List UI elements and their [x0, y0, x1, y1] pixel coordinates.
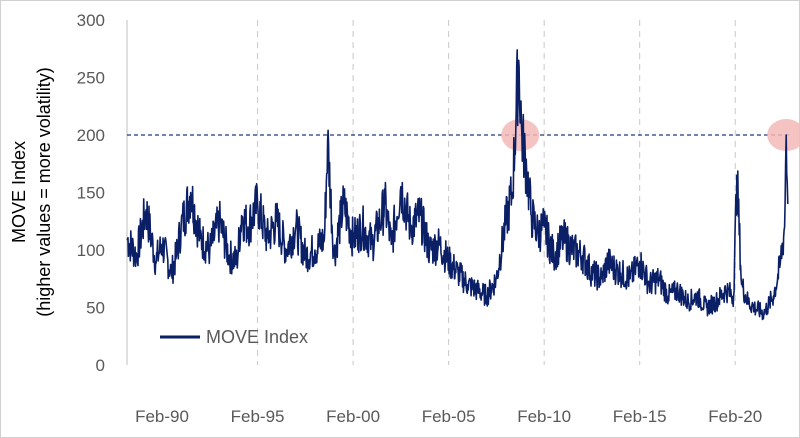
x-tick-label: Feb-10	[517, 407, 571, 426]
y-tick-label: 50	[86, 299, 105, 318]
y-tick-label: 200	[77, 126, 105, 145]
series-line-move-index	[126, 49, 789, 321]
legend-label: MOVE Index	[206, 327, 308, 347]
y-tick-label: 100	[77, 241, 105, 260]
highlight-circle	[501, 119, 540, 151]
y-tick-label: 300	[77, 11, 105, 30]
x-tick-label: Feb-20	[708, 407, 762, 426]
highlight-markers	[501, 119, 800, 151]
x-tick-labels: Feb-90 Feb-95 Feb-00 Feb-05 Feb-10 Feb-15 Feb-…	[135, 407, 762, 426]
y-axis-label: MOVE Index	[9, 141, 29, 243]
y-tick-label: 150	[77, 184, 105, 203]
vertical-gridlines	[257, 20, 736, 365]
y-tick-label: 250	[77, 69, 105, 88]
series-group	[126, 49, 789, 321]
x-tick-label: Feb-15	[613, 407, 667, 426]
highlight-circle	[767, 119, 800, 151]
x-tick-label: Feb-95	[231, 407, 285, 426]
y-tick-labels: 0 50 100 150 200 250 300	[77, 11, 105, 375]
x-tick-label: Feb-05	[422, 407, 476, 426]
x-tick-label: Feb-00	[326, 407, 380, 426]
x-tick-label: Feb-90	[135, 407, 189, 426]
y-tick-label: 0	[96, 356, 105, 375]
y-axis-sublabel: (higher values = more volatility)	[34, 67, 54, 317]
